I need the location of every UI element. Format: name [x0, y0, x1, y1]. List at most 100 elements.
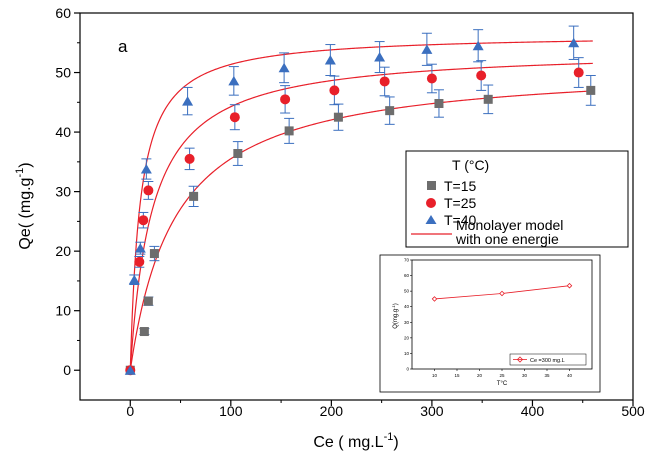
x-axis-title-end: )	[393, 434, 398, 451]
data-point-t25	[573, 67, 584, 78]
legend-title: T (°C)	[452, 157, 489, 173]
legend-label-t15: T=15	[444, 178, 477, 194]
y-tick-label: 0	[63, 362, 71, 378]
y-tick-label: 40	[55, 124, 71, 140]
inset-y-tick-label: 40	[404, 304, 410, 309]
x-axis-title: Ce ( mg.L-1)	[313, 431, 398, 451]
inset-x-axis-title: T°C	[497, 381, 508, 387]
data-point-t40	[568, 37, 580, 48]
x-tick-label: 300	[420, 403, 444, 419]
inset-plot-frame	[411, 259, 593, 370]
data-point-t40	[374, 52, 386, 62]
fit-curve	[129, 90, 593, 371]
x-tick-label: 200	[320, 403, 344, 419]
data-point-t15	[333, 112, 343, 122]
inset-y-axis-title: Q(mg.g-1)	[391, 303, 399, 329]
inset-y-tick-label: 60	[404, 273, 410, 278]
y-tick-label: 30	[55, 184, 71, 200]
data-point-t25	[280, 94, 291, 105]
main-plot-frame	[79, 12, 634, 401]
data-point-t15	[189, 191, 199, 201]
inset-axes: 10 15 20 25 30 35 40 0 10 20 30 40 50 60 70	[404, 258, 573, 379]
inset-y-axis-title-main: Q(mg.g	[393, 309, 399, 329]
y-tick-label: 20	[55, 243, 71, 259]
legend-label-fit-line2: with one energie	[455, 231, 559, 247]
data-point-t25	[184, 153, 195, 164]
x-tick-label: 100	[219, 403, 243, 419]
y-tick-label: 10	[55, 303, 71, 319]
inset-y-tick-label: 30	[404, 320, 410, 325]
data-point-t40	[228, 75, 240, 86]
inset-data-point	[431, 296, 438, 302]
inset-y-tick-label: 50	[404, 289, 410, 294]
legend-box	[405, 150, 629, 248]
data-point-t25	[143, 185, 154, 196]
data-point-t15	[586, 85, 596, 95]
inset-x-tick-label: 10	[432, 373, 438, 378]
legend-marker-t15	[427, 181, 436, 190]
data-point-t25	[229, 112, 240, 123]
legend-label-t40: T=40	[444, 212, 477, 228]
x-axis-title-sup: -1	[384, 431, 394, 443]
inset-data-point	[566, 282, 573, 289]
data-point-t15	[483, 94, 493, 104]
data-point-t25	[138, 215, 149, 226]
y-tick-label: 60	[55, 5, 71, 21]
inset-legend-box	[509, 353, 587, 366]
fit-curve	[129, 62, 593, 371]
fit-curve	[129, 40, 593, 371]
x-tick-label: 400	[521, 403, 545, 419]
y-axis-title-main: Qe( (mg.g	[17, 178, 34, 250]
legend-marker-t40	[425, 215, 437, 224]
inset-legend-marker	[516, 356, 524, 363]
inset-legend: Ce =300 mg.L	[509, 353, 587, 366]
inset-legend-label: Ce =300 mg.L	[530, 358, 565, 364]
y-axis-title: Qe( (mg.g-1)	[14, 162, 34, 249]
data-point-t40	[182, 96, 194, 106]
legend: T (°C) T=15 T=25 T=40 Monolayer model wi…	[405, 150, 629, 248]
data-point-t25	[329, 85, 340, 96]
inset-y-axis-title-end: )	[393, 303, 399, 305]
data-point-t15	[233, 149, 243, 159]
data-point-t15	[139, 327, 149, 337]
legend-label-t25: T=25	[444, 195, 477, 211]
data-point-t15	[143, 296, 153, 306]
data-point-t25	[134, 256, 145, 267]
inset-x-tick-label: 25	[499, 373, 505, 378]
data-point-t40	[278, 62, 290, 73]
inset-y-tick-label: 10	[404, 351, 410, 356]
data-point-t25	[426, 73, 437, 84]
inset-y-tick-label: 70	[404, 258, 410, 263]
data-point-t40	[472, 40, 484, 51]
data-point-t15	[149, 249, 159, 259]
inset-chart: 10 15 20 25 30 35 40 0 10 20 30 40 50 60 70 T°C Q(mg.g…	[379, 254, 601, 393]
inset-x-tick-label: 35	[544, 373, 550, 378]
inset-y-tick-label: 20	[404, 335, 410, 340]
data-point-t25	[379, 76, 390, 87]
panel-label: a	[118, 37, 128, 56]
data-point-t40	[128, 274, 140, 285]
inset-y-axis-title-sup: -1	[391, 304, 396, 308]
data-point-t25	[476, 70, 487, 81]
data-point-t40	[134, 243, 146, 253]
data-point-t40	[140, 163, 152, 174]
x-axis-title-main: Ce ( mg.L	[313, 434, 383, 451]
main-data-points	[124, 25, 596, 376]
y-axis-title-end: )	[17, 162, 34, 167]
data-point-t40	[421, 44, 433, 54]
main-fit-curves	[129, 40, 593, 371]
legend-label-fit-line1: Monolayer model	[456, 217, 563, 233]
main-axes: 0 100 200 300 400 500 0 10 20 30 40 50 60	[55, 5, 644, 419]
inset-data-point	[499, 290, 505, 297]
data-point-t40	[324, 55, 336, 65]
data-point-t15	[434, 98, 444, 108]
inset-series	[431, 282, 573, 302]
legend-marker-t25	[426, 198, 436, 208]
inset-x-tick-label: 20	[477, 373, 483, 378]
y-tick-label: 50	[55, 65, 71, 81]
inset-y-tick-label: 0	[406, 367, 409, 372]
inset-x-tick-label: 40	[567, 373, 573, 378]
data-point-t15	[385, 106, 395, 116]
x-tick-label: 500	[621, 403, 645, 419]
